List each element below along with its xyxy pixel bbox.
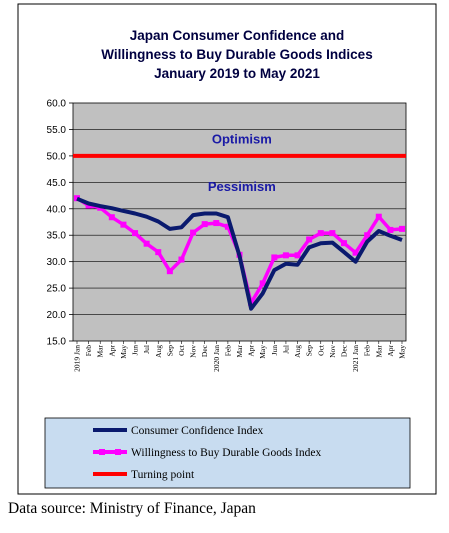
y-tick-label: 60.0 xyxy=(47,99,67,110)
willingness-point xyxy=(108,214,115,221)
x-tick-label: Feb xyxy=(223,345,232,357)
x-tick-label: Apr xyxy=(107,345,116,357)
x-tick-label: Apr xyxy=(386,345,395,357)
willingness-point xyxy=(143,240,150,247)
willingness-point xyxy=(364,232,371,239)
x-tick-label: Sep xyxy=(305,345,314,357)
legend-entry-consumer-confidence: Consumer Confidence Index xyxy=(93,425,263,437)
series-layer xyxy=(73,153,406,311)
x-tick-label: Aug xyxy=(293,345,302,358)
x-tick-label: Oct xyxy=(316,344,325,356)
x-tick-label: 2020 Jan xyxy=(212,345,221,372)
willingness-point xyxy=(120,221,127,228)
x-tick-label: Jul xyxy=(142,345,151,354)
x-tick-label: May xyxy=(398,345,407,359)
willingness-point xyxy=(399,225,405,232)
y-tick-label: 20.0 xyxy=(47,310,67,321)
chart-title-line-3: January 2019 to May 2021 xyxy=(154,66,320,81)
willingness-point xyxy=(178,256,185,263)
legend-entry-willingness: Willingness to Buy Durable Goods Index xyxy=(93,447,321,459)
legend-label-willingness: Willingness to Buy Durable Goods Index xyxy=(131,447,321,459)
annotation-optimism: Optimism xyxy=(212,132,272,147)
willingness-point xyxy=(387,226,394,233)
x-tick-label: May xyxy=(258,345,267,359)
y-tick-label: 30.0 xyxy=(47,257,67,268)
willingness-point xyxy=(271,254,278,261)
x-tick-label: Nov xyxy=(189,345,198,358)
x-tick-label: Jun xyxy=(131,345,140,356)
willingness-point xyxy=(201,221,208,228)
willingness-point xyxy=(306,236,313,243)
willingness-point xyxy=(155,249,162,256)
y-tick-label: 25.0 xyxy=(47,284,67,295)
legend-marker-willingness-left xyxy=(99,449,105,455)
x-tick-label: Mar xyxy=(374,345,383,358)
y-tick-label: 50.0 xyxy=(47,151,67,162)
willingness-point xyxy=(294,252,301,259)
x-tick-label: Jun xyxy=(270,345,279,356)
x-tick-label: Dec xyxy=(200,344,209,357)
willingness-point xyxy=(213,220,220,227)
willingness-point xyxy=(259,280,266,287)
willingness-point xyxy=(282,252,289,259)
chart-title-line-2: Willingness to Buy Durable Goods Indices xyxy=(101,47,372,62)
legend-label-consumer-confidence: Consumer Confidence Index xyxy=(131,425,263,437)
plot-area xyxy=(72,102,407,342)
y-tick-label: 55.0 xyxy=(47,125,67,136)
y-axis-ticks: 15.0 20.0 25.0 30.0 35.0 40.0 45.0 50.0 55.0 60.0 xyxy=(47,99,73,348)
x-axis-ticks: 2019 Jan Feb Mar Apr May Jun Jul Aug Sep Oct Nov De… xyxy=(73,341,407,372)
series-consumer-confidence-line xyxy=(76,196,403,311)
willingness-point xyxy=(375,213,382,220)
willingness-point xyxy=(85,202,92,209)
x-tick-label: 2019 Jan xyxy=(73,345,82,372)
x-tick-label: Feb xyxy=(84,345,93,357)
willingness-point xyxy=(166,268,173,275)
x-tick-label: May xyxy=(119,345,128,359)
y-tick-label: 35.0 xyxy=(47,231,67,242)
willingness-point xyxy=(329,230,336,237)
willingness-point xyxy=(224,223,231,230)
y-tick-label: 45.0 xyxy=(47,178,67,189)
legend-entry-turning-point: Turning point xyxy=(93,469,195,481)
willingness-point xyxy=(74,195,80,202)
x-tick-label: Oct xyxy=(177,344,186,356)
x-tick-label: Mar xyxy=(235,345,244,358)
x-tick-label: Sep xyxy=(165,345,174,357)
willingness-point xyxy=(317,230,324,237)
x-tick-label: Aug xyxy=(154,345,163,358)
willingness-point xyxy=(340,240,347,247)
x-tick-label: Dec xyxy=(339,344,348,357)
annotations: Optimism Pessimism xyxy=(208,132,276,194)
data-source-note: Data source: Ministry of Finance, Japan xyxy=(8,500,256,517)
legend-marker-willingness-right xyxy=(115,449,121,455)
willingness-point xyxy=(352,249,359,256)
legend: Consumer Confidence Index Willingness to… xyxy=(44,417,411,489)
x-tick-label: Nov xyxy=(328,345,337,358)
x-tick-label: Mar xyxy=(96,345,105,358)
y-tick-label: 40.0 xyxy=(47,204,67,215)
annotation-pessimism: Pessimism xyxy=(208,179,276,194)
legend-label-turning-point: Turning point xyxy=(131,469,195,481)
x-tick-label: Apr xyxy=(247,345,256,357)
chart-title: Japan Consumer Confidence and Willingnes… xyxy=(101,28,372,81)
x-tick-label: Jul xyxy=(281,345,290,354)
willingness-point xyxy=(132,230,139,237)
chart-title-line-1: Japan Consumer Confidence and xyxy=(130,28,345,43)
x-tick-label: 2021 Jan xyxy=(351,345,360,372)
x-tick-label: Feb xyxy=(363,345,372,357)
willingness-point xyxy=(190,229,197,236)
y-tick-label: 15.0 xyxy=(47,337,67,348)
